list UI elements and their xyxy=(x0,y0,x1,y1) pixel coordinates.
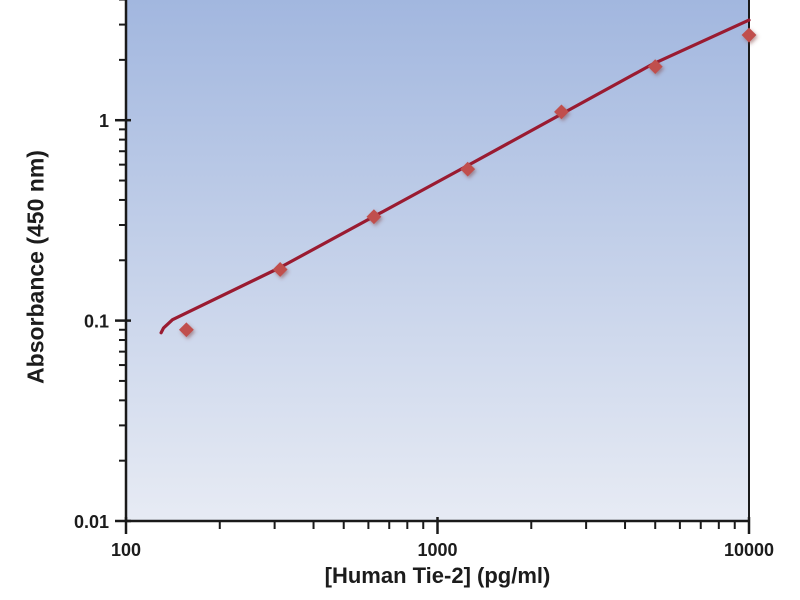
y-tick-label: 0.1 xyxy=(84,312,109,332)
data-point-marker xyxy=(460,161,476,177)
y-tick-label: 1 xyxy=(99,111,109,131)
data-point-marker xyxy=(741,27,757,43)
plot-area xyxy=(126,0,749,521)
data-point-marker xyxy=(366,209,382,225)
x-tick-label: 10000 xyxy=(724,540,774,560)
y-tick-label: 0.01 xyxy=(74,512,109,532)
y-axis-title: Absorbance (450 nm) xyxy=(22,150,49,384)
x-tick-label: 1000 xyxy=(417,540,457,560)
data-point-marker xyxy=(647,59,663,75)
data-point-marker xyxy=(178,322,194,338)
x-axis-title: [Human Tie-2] (pg/ml) xyxy=(324,563,551,588)
data-point-marker xyxy=(272,262,288,277)
data-point-marker xyxy=(554,104,569,120)
x-tick-label: 100 xyxy=(111,540,141,560)
